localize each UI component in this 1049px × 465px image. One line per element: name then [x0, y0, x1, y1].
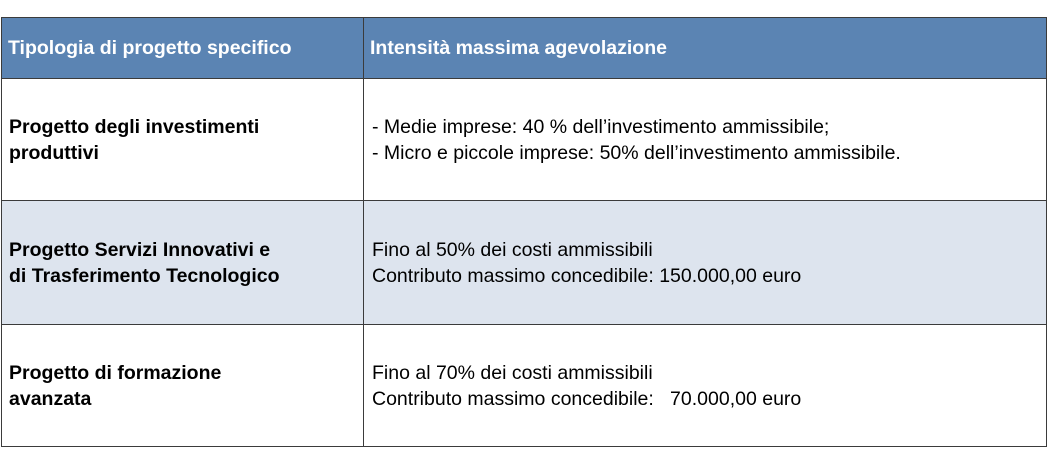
row-description: Fino al 70% dei costi ammissibili Contri… [363, 324, 1047, 447]
row-label-line: Progetto Servizi Innovativi e [9, 238, 271, 261]
row-label: Progetto Servizi Innovativi e di Trasfer… [1, 200, 364, 325]
row-desc-line: - Medie imprese: 40 % dell’investimento … [372, 115, 830, 138]
row-desc-line: - Micro e piccole imprese: 50% dell’inve… [372, 141, 901, 164]
table-row: Progetto di formazione avanzata Fino al … [1, 324, 1047, 447]
table-row: Progetto Servizi Innovativi e di Trasfer… [1, 200, 1047, 325]
row-label: Progetto di formazione avanzata [1, 324, 364, 447]
row-description: Fino al 50% dei costi ammissibili Contri… [363, 200, 1047, 325]
row-desc-line: Contributo massimo concedibile: 70.000,0… [372, 387, 802, 410]
row-label-line: Progetto di formazione [9, 361, 222, 384]
row-desc-line: Fino al 70% dei costi ammissibili [372, 361, 653, 384]
table-row: Progetto degli investimenti produttivi -… [1, 78, 1047, 201]
row-label-line: di Trasferimento Tecnologico [9, 264, 280, 287]
row-desc-line: Fino al 50% dei costi ammissibili [372, 238, 653, 261]
header-tipologia: Tipologia di progetto specifico [1, 17, 364, 79]
row-label-line: Progetto degli investimenti [9, 115, 260, 138]
row-label-line: avanzata [9, 387, 92, 410]
row-desc-line: Contributo massimo concedibile: 150.000,… [372, 264, 802, 287]
row-label: Progetto degli investimenti produttivi [1, 78, 364, 201]
table-header-row: Tipologia di progetto specifico Intensit… [1, 17, 1047, 79]
agevolazioni-table: Tipologia di progetto specifico Intensit… [1, 17, 1047, 447]
row-label-line: produttivi [9, 141, 99, 164]
row-description: - Medie imprese: 40 % dell’investimento … [363, 78, 1047, 201]
header-intensita: Intensità massima agevolazione [363, 17, 1047, 79]
